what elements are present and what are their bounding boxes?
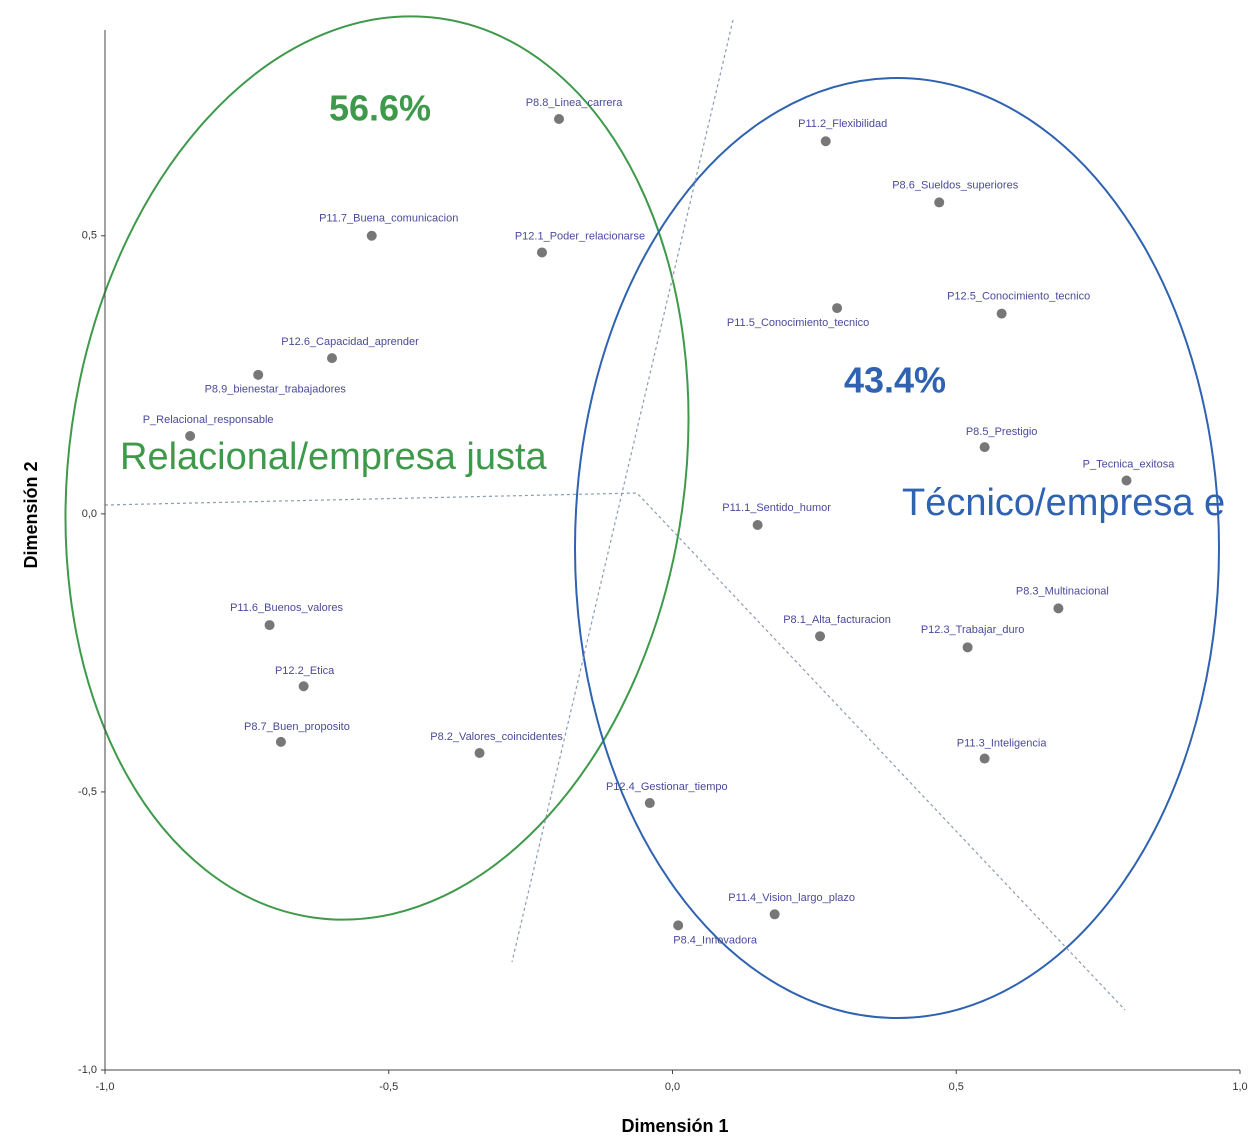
point-label: P8.8_Linea_carrera	[526, 97, 624, 109]
point	[474, 747, 485, 758]
y-tick-label: -0,5	[78, 786, 97, 798]
point-label: P8.9_bienestar_trabajadores	[205, 384, 347, 396]
point-label: P8.1_Alta_facturacion	[783, 614, 891, 626]
point	[979, 442, 990, 453]
point	[934, 197, 945, 208]
x-tick-label: 0,5	[949, 1081, 964, 1093]
point	[832, 303, 843, 314]
point	[752, 519, 763, 530]
x-tick-label: 0,0	[665, 1081, 680, 1093]
point	[253, 369, 264, 380]
annotation: 43.4%	[844, 360, 946, 401]
point-label: P8.7_Buen_proposito	[244, 721, 350, 733]
annotation: 56.6%	[329, 88, 431, 129]
cluster-ellipse	[574, 77, 1220, 1019]
y-axis-label: Dimensión 2	[21, 461, 41, 568]
point	[264, 620, 275, 631]
y-tick-label: 0,5	[82, 230, 97, 242]
x-tick-label: -1,0	[96, 1081, 115, 1093]
x-tick-label: 1,0	[1232, 1081, 1247, 1093]
point	[536, 247, 547, 258]
y-tick-label: -1,0	[78, 1064, 97, 1076]
point	[962, 642, 973, 653]
point	[185, 430, 196, 441]
point-label: P11.1_Sentido_humor	[722, 502, 831, 514]
point-label: P12.2_Etica	[275, 665, 335, 677]
point-label: P_Tecnica_exitosa	[1083, 458, 1176, 470]
separator-lines	[104, 19, 1126, 1011]
point	[554, 113, 564, 124]
x-tick-label: -0,5	[379, 1081, 398, 1093]
point-label: P8.4_Innovadora	[673, 934, 758, 946]
y-tick-label: 0,0	[82, 508, 97, 520]
point	[673, 920, 684, 931]
point-label: P12.6_Capacidad_aprender	[281, 336, 419, 348]
point-label: P11.2_Flexibilidad	[798, 118, 887, 130]
point-label: P8.3_Multinacional	[1016, 585, 1109, 597]
point-label: P8.6_Sueldos_superiores	[892, 179, 1018, 191]
point-label: P11.4_Vision_largo_plazo	[728, 892, 855, 904]
point-label: P11.5_Conocimiento_tecnico	[727, 317, 869, 329]
point	[820, 136, 831, 147]
point-label: P8.2_Valores_coincidentes	[430, 731, 563, 743]
point-label: P12.5_Conocimiento_tecnico	[947, 291, 1090, 303]
cluster-ellipse	[64, 15, 690, 921]
point	[996, 308, 1007, 319]
point	[298, 681, 309, 692]
point	[327, 353, 337, 364]
point	[366, 230, 377, 241]
point-label: P11.3_Inteligencia	[957, 737, 1048, 749]
point	[769, 909, 780, 920]
point-label: P11.6_Buenos_valores	[230, 602, 343, 614]
annotation: Técnico/empresa e	[902, 482, 1225, 524]
point-label: P12.4_Gestionar_tiempo	[606, 781, 728, 793]
point-label: P8.5_Prestigio	[966, 426, 1038, 438]
point	[275, 736, 286, 747]
point	[644, 798, 655, 809]
point	[1121, 475, 1132, 486]
point-label: P11.7_Buena_comunicacion	[319, 213, 458, 225]
point-label: P_Relacional_responsable	[143, 414, 274, 426]
x-axis-label: Dimensión 1	[621, 1116, 728, 1136]
point	[815, 631, 826, 642]
point	[1053, 603, 1064, 614]
annotation: Relacional/empresa justa	[120, 436, 548, 478]
point-label: P12.3_Trabajar_duro	[921, 624, 1025, 636]
point-label: P12.1_Poder_relacionarse	[515, 230, 645, 242]
point	[979, 753, 990, 764]
